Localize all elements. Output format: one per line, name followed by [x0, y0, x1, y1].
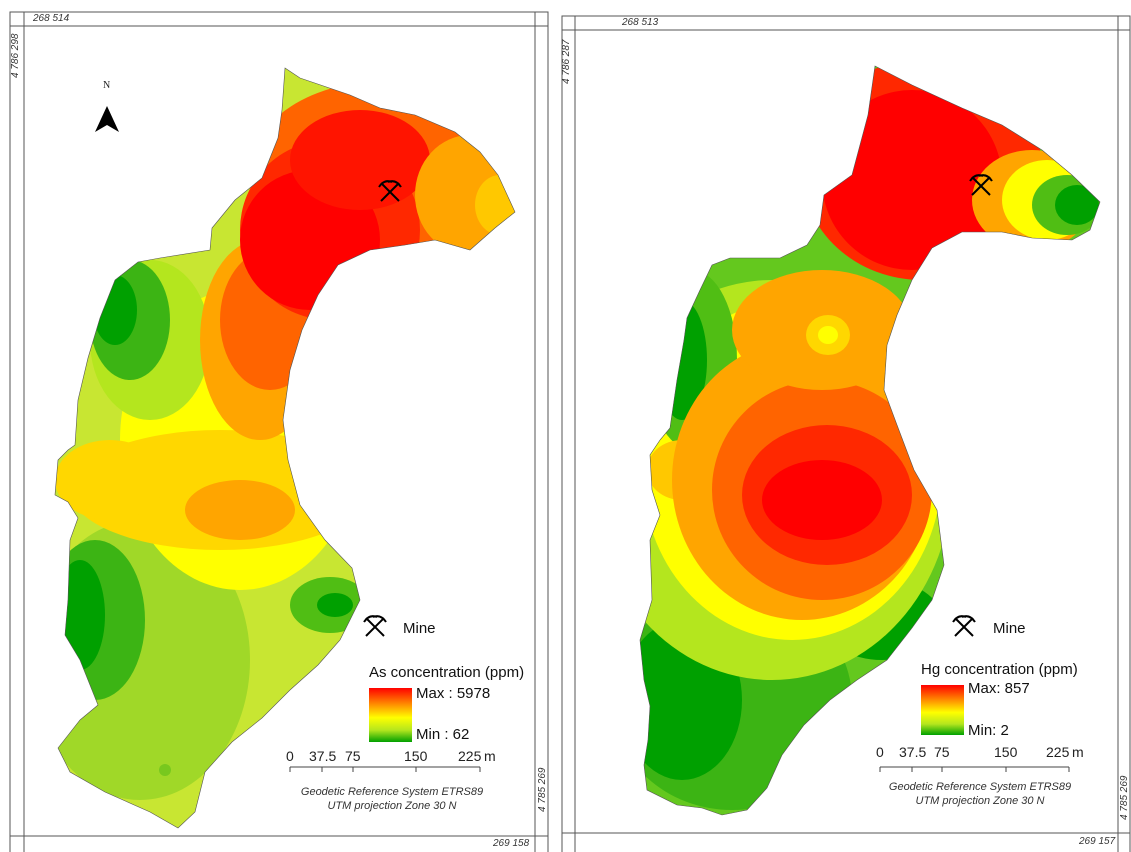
hg-concentration-surface — [640, 66, 1100, 815]
scale-label-37-5: 37.5 — [309, 748, 337, 764]
north-arrow-icon — [95, 106, 119, 132]
scale-label-75: 75 — [934, 744, 950, 760]
legend-title: Hg concentration (ppm) — [921, 661, 1078, 678]
scale-label-0: 0 — [876, 744, 884, 760]
map-frame — [561, 15, 1131, 852]
legend-mine-label: Mine — [403, 620, 436, 637]
legend-title: As concentration (ppm) — [369, 664, 525, 681]
coord-right-y: 4 785 269 — [1119, 775, 1130, 821]
map-svg-as — [9, 11, 549, 852]
map-panel-as: 268 514 4 786 298 4 785 269 269 158 N Mi… — [0, 0, 552, 852]
map-frame — [9, 11, 549, 852]
scale-unit: m — [1072, 744, 1084, 760]
scale-unit: m — [484, 748, 496, 764]
scale-label-75: 75 — [345, 748, 361, 764]
hg-area-outline — [639, 65, 1101, 816]
coord-bottom-x: 269 158 — [493, 838, 530, 849]
map-panel-hg: 268 513 4 786 287 4 785 269 269 157 Mine… — [552, 0, 1131, 852]
coord-top-x: 268 513 — [622, 17, 659, 28]
legend-mine-icon — [363, 615, 387, 637]
coord-bottom-x: 269 157 — [1079, 836, 1116, 847]
scale-bar — [879, 766, 1070, 772]
scale-label-225: 225 — [458, 748, 482, 764]
mine-icon — [969, 174, 993, 196]
scale-label-150: 150 — [404, 748, 428, 764]
crs-line-2: UTM projection Zone 30 N — [327, 800, 457, 812]
crs-line-1: Geodetic Reference System ETRS89 — [300, 786, 484, 798]
coord-top-x: 268 514 — [33, 13, 70, 24]
north-label: N — [103, 80, 111, 91]
as-legend-color-ramp — [369, 688, 412, 742]
as-area-outline — [54, 67, 516, 829]
coord-left-y: 4 786 298 — [10, 33, 21, 79]
crs-text: Geodetic Reference System ETRS89 UTM pro… — [282, 785, 502, 813]
crs-line-1: Geodetic Reference System ETRS89 — [888, 781, 1072, 793]
legend-mine-icon — [952, 615, 976, 637]
crs-line-2: UTM projection Zone 30 N — [915, 795, 1045, 807]
map-svg-hg — [561, 15, 1131, 852]
crs-text: Geodetic Reference System ETRS89 UTM pro… — [870, 780, 1090, 808]
coord-left-y: 4 786 287 — [561, 39, 572, 85]
scale-label-37-5: 37.5 — [899, 744, 927, 760]
mine-icon — [378, 180, 402, 202]
hg-legend-color-ramp — [921, 685, 964, 735]
scale-label-150: 150 — [994, 744, 1018, 760]
legend-min-label: Min : 62 — [416, 726, 470, 743]
legend-max-label: Max : 5978 — [416, 685, 491, 702]
legend-max-label: Max: 857 — [968, 680, 1030, 697]
legend-min-label: Min: 2 — [968, 722, 1009, 739]
coord-right-y: 4 785 269 — [537, 767, 548, 813]
as-concentration-surface — [55, 68, 515, 828]
scale-label-0: 0 — [286, 748, 294, 764]
scale-label-225: 225 — [1046, 744, 1070, 760]
legend-mine-label: Mine — [993, 620, 1026, 637]
scale-bar — [289, 766, 481, 772]
